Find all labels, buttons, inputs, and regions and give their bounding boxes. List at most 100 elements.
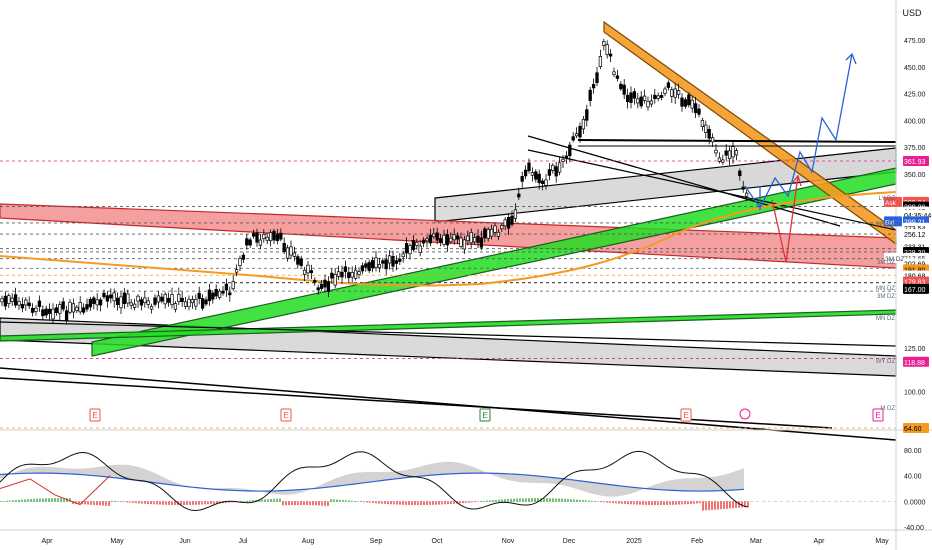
osc-histogram-bar	[105, 501, 107, 506]
osc-histogram-bar	[312, 501, 314, 506]
candle-body	[387, 255, 392, 264]
osc-histogram-bar	[474, 501, 476, 503]
candle-body	[445, 234, 450, 246]
currency-label: USD	[902, 8, 922, 18]
osc-histogram-bar	[339, 499, 341, 502]
earnings-marker[interactable]: E	[280, 408, 292, 422]
osc-histogram-bar	[471, 501, 473, 503]
osc-histogram-bar	[264, 499, 266, 502]
osc-histogram-bar	[288, 501, 290, 506]
candle-body	[585, 109, 589, 121]
time-label: Mar	[750, 538, 763, 545]
osc-histogram-bar	[132, 501, 134, 503]
candle-body	[632, 91, 637, 99]
osc-histogram-bar	[96, 501, 98, 506]
candle-body	[180, 297, 184, 303]
price-tick-label: 425.00	[904, 92, 926, 99]
osc-histogram-bar	[558, 498, 560, 502]
candle-body	[268, 232, 273, 242]
candle-body	[704, 124, 708, 133]
osc-histogram-bar	[210, 501, 212, 505]
candle-body	[574, 133, 579, 137]
candle-body	[462, 239, 467, 250]
channel-line	[0, 321, 897, 347]
earnings-marker-label: E	[283, 411, 288, 420]
candle-body	[520, 175, 524, 182]
earnings-marker[interactable]: E	[479, 408, 491, 422]
earnings-marker[interactable]: E	[89, 408, 101, 422]
candle-body	[551, 164, 555, 171]
candle-body	[581, 118, 586, 130]
osc-histogram-bar	[615, 501, 617, 504]
candle-body	[34, 307, 38, 312]
candle-body	[17, 301, 21, 306]
osc-histogram-bar	[99, 501, 101, 506]
candle-body	[347, 272, 351, 279]
candle-body	[534, 171, 538, 180]
osc-histogram-bar	[180, 501, 182, 506]
candle-body	[605, 44, 609, 56]
zone-label: MN DZ	[876, 316, 895, 322]
candle-body	[319, 283, 324, 289]
osc-histogram-bar	[534, 498, 536, 502]
time-axis[interactable]: Apr May Jun Jul Aug Sep Oct Nov Dec 2025 Feb Mar Apr…	[42, 538, 890, 545]
candle-body	[527, 162, 531, 172]
candle-body	[200, 298, 205, 309]
osc-histogram-bar	[579, 499, 581, 502]
blue-projection-path	[744, 53, 853, 210]
earnings-marker[interactable]: E	[680, 408, 692, 422]
candle-body	[493, 225, 497, 233]
candle-body	[88, 298, 93, 308]
candle-body	[238, 257, 242, 267]
candle-body	[313, 279, 317, 283]
candle-body	[54, 307, 59, 313]
osc-histogram-bar	[57, 498, 59, 502]
osc-histogram-bar	[480, 501, 482, 502]
candle-body	[663, 88, 667, 94]
osc-histogram-bar	[708, 501, 710, 511]
price-axis[interactable]: 475.00 450.00 425.00 400.00 375.00 350.00 125.…	[876, 38, 932, 433]
time-label: Aug	[302, 538, 315, 545]
osc-histogram-bar	[120, 501, 122, 502]
candle-body	[275, 234, 280, 242]
osc-histogram-bar	[585, 500, 587, 502]
osc-histogram-bar	[345, 500, 347, 502]
osc-histogram-bar	[747, 501, 749, 508]
osc-histogram-bar	[138, 501, 140, 504]
horizontal-resistance	[577, 139, 897, 143]
candle-body	[75, 306, 79, 312]
candle-body	[744, 192, 749, 197]
candle-body	[190, 299, 195, 304]
osc-histogram-bar	[465, 501, 467, 503]
osc-histogram-bar	[21, 499, 23, 502]
candle-body	[234, 269, 239, 273]
candle-body	[724, 150, 728, 156]
candle-body	[370, 260, 375, 269]
osc-histogram-bar	[42, 498, 44, 502]
candle-body	[92, 297, 96, 304]
candle-body	[85, 304, 89, 310]
candle-body	[112, 292, 116, 302]
earnings-marker-label: E	[875, 411, 880, 420]
candle-body	[564, 155, 569, 159]
candle-body	[357, 271, 361, 275]
osc-histogram-bar	[720, 501, 722, 510]
osc-histogram-bar	[669, 501, 671, 505]
candle-body	[177, 294, 181, 303]
earnings-marker[interactable]: E	[872, 408, 884, 422]
candle-body	[452, 234, 456, 241]
candle-body	[615, 75, 620, 79]
osc-histogram-bar	[717, 501, 719, 510]
osc-histogram-bar	[438, 501, 440, 505]
candle-body	[432, 233, 436, 238]
price-tag-prefix-box	[884, 196, 902, 207]
osc-histogram-bar	[522, 498, 524, 502]
osc-histogram-bar	[357, 501, 359, 502]
candle-body	[129, 302, 133, 306]
candle-body	[418, 245, 422, 253]
candle-body	[411, 239, 416, 251]
osc-histogram-bar	[414, 501, 416, 506]
osc-histogram-bar	[39, 498, 41, 502]
